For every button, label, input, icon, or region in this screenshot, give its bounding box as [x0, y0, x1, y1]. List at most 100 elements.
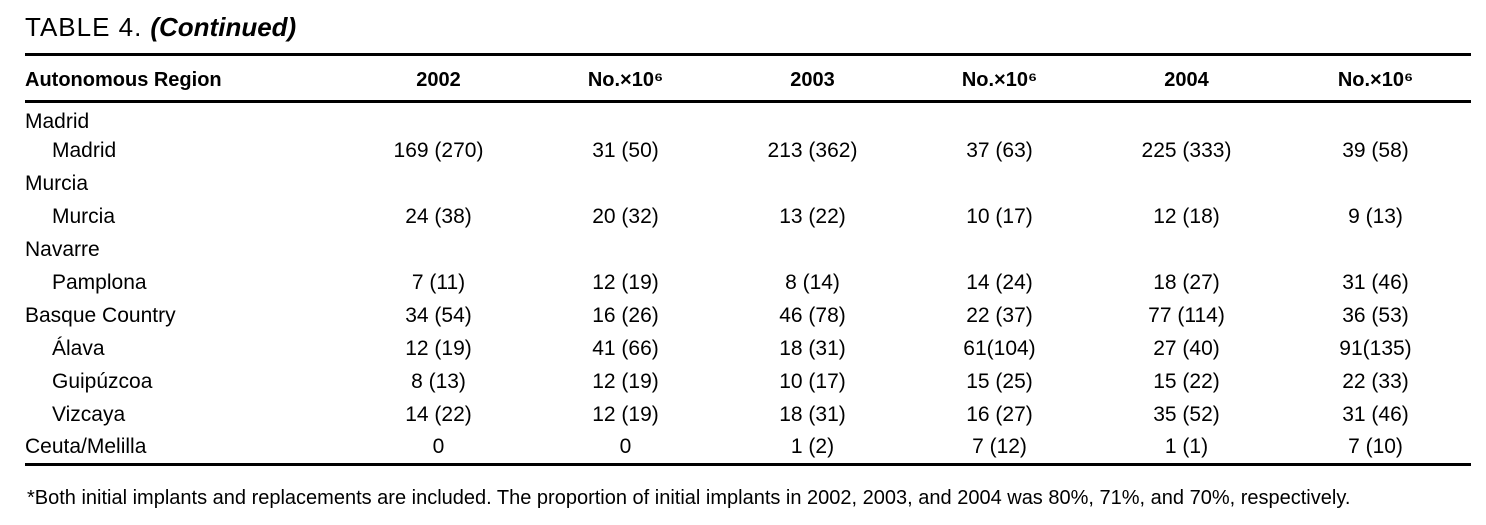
table-footnote: *Both initial implants and replacements … — [27, 487, 1351, 509]
value-cell — [345, 168, 532, 201]
value-cell: 77 (114) — [1148, 304, 1225, 327]
value-cell: 13 (22) — [779, 205, 846, 228]
region-label: Murcia — [52, 205, 116, 228]
value-cell: 1 (1) — [1164, 435, 1209, 459]
value-cell — [1093, 168, 1280, 201]
table-title-continued: (Continued) — [150, 12, 297, 42]
header-col-4: No.×10⁶ — [961, 68, 1038, 91]
header-col-6: No.×10⁶ — [1337, 68, 1414, 91]
value-cell: 20 (32) — [592, 205, 659, 228]
value-cell: 7 (11) — [411, 271, 466, 294]
value-cell — [532, 168, 719, 201]
value-cell: 0 — [432, 435, 445, 459]
value-cell: 16 (26) — [592, 304, 659, 327]
value-cell: 7 (12) — [972, 435, 1027, 459]
table-row: Álava 12 (19) 41 (66) 18 (31) 61(104) 27 (40)… — [25, 333, 1471, 366]
table-row: Vizcaya 14 (22) 12 (19) 18 (31) 16 (27) 35 (5… — [25, 399, 1471, 432]
region-label: Guipúzcoa — [52, 370, 153, 393]
value-cell: 10 (17) — [779, 370, 846, 393]
value-cell: 39 (58) — [1342, 139, 1409, 162]
value-cell: 22 (37) — [966, 304, 1033, 327]
value-cell: 61(104) — [963, 337, 1036, 360]
value-cell: 8 (14) — [785, 271, 840, 294]
table-row: Navarre — [25, 234, 1471, 267]
table-title: TABLE 4. (Continued) — [25, 12, 296, 43]
header-row: Autonomous Region 2002 No.×10⁶ 2003 No.×10⁶ 2… — [25, 55, 1471, 102]
value-cell: 10 (17) — [966, 205, 1033, 228]
value-cell: 1 (2) — [790, 435, 835, 459]
value-cell — [345, 234, 532, 267]
table-row: Murcia 24 (38) 20 (32) 13 (22) 10 (17) 12 (18… — [25, 201, 1471, 234]
table-row: Madrid — [25, 102, 1471, 135]
table-row: Ceuta/Melilla 0 0 1 (2) 7 (12) 1 (1) 7 (10) — [25, 432, 1471, 465]
region-label: Pamplona — [52, 271, 147, 294]
value-cell: 31 (46) — [1342, 403, 1409, 426]
value-cell — [719, 102, 906, 135]
value-cell: 15 (25) — [966, 370, 1033, 393]
value-cell: 12 (19) — [592, 271, 659, 294]
value-cell — [719, 234, 906, 267]
region-label: Basque Country — [25, 304, 176, 327]
value-cell: 36 (53) — [1342, 304, 1409, 327]
value-cell: 8 (13) — [411, 370, 466, 393]
value-cell — [906, 168, 1093, 201]
value-cell: 12 (19) — [592, 370, 659, 393]
value-cell: 35 (52) — [1153, 403, 1220, 426]
value-cell: 15 (22) — [1153, 370, 1220, 393]
header-col-1: 2002 — [416, 68, 461, 91]
value-cell: 37 (63) — [966, 139, 1033, 162]
region-label: Vizcaya — [52, 403, 126, 426]
region-label: Madrid — [25, 110, 90, 134]
value-cell — [906, 234, 1093, 267]
table-row: Guipúzcoa 8 (13) 12 (19) 10 (17) 15 (25) 15 (… — [25, 366, 1471, 399]
value-cell: 46 (78) — [779, 304, 846, 327]
value-cell: 18 (27) — [1153, 271, 1220, 294]
value-cell: 18 (31) — [779, 403, 846, 426]
value-cell — [532, 234, 719, 267]
table-title-prefix: TABLE 4. — [25, 12, 143, 42]
header-autonomous-region: Autonomous Region — [25, 68, 222, 91]
value-cell: 12 (19) — [405, 337, 472, 360]
value-cell: 7 (10) — [1348, 435, 1403, 459]
table-row: Basque Country 34 (54) 16 (26) 46 (78) 22 (3… — [25, 300, 1471, 333]
value-cell: 18 (31) — [779, 337, 846, 360]
value-cell: 14 (24) — [966, 271, 1033, 294]
value-cell — [1093, 102, 1280, 135]
header-col-5: 2004 — [1164, 68, 1209, 91]
value-cell: 225 (333) — [1141, 139, 1232, 162]
value-cell: 91(135) — [1339, 337, 1412, 360]
region-label: Madrid — [52, 139, 117, 162]
table-row: Pamplona 7 (11) 12 (19) 8 (14) 14 (24) 18 (27… — [25, 267, 1471, 300]
region-label: Murcia — [25, 172, 89, 195]
region-label: Álava — [52, 337, 105, 360]
value-cell: 9 (13) — [1348, 205, 1403, 228]
data-table: Autonomous Region 2002 No.×10⁶ 2003 No.×10⁶ 2… — [25, 53, 1471, 466]
value-cell: 31 (46) — [1342, 271, 1409, 294]
value-cell: 12 (18) — [1153, 205, 1220, 228]
value-cell: 14 (22) — [405, 403, 472, 426]
value-cell: 0 — [619, 435, 632, 459]
value-cell — [906, 102, 1093, 135]
value-cell: 16 (27) — [966, 403, 1033, 426]
value-cell: 24 (38) — [405, 205, 472, 228]
value-cell — [532, 102, 719, 135]
value-cell — [1280, 168, 1471, 201]
table-row: Madrid 169 (270) 31 (50) 213 (362) 37 (63) 22… — [25, 135, 1471, 168]
value-cell: 31 (50) — [592, 139, 659, 162]
region-label: Navarre — [25, 238, 100, 261]
value-cell: 169 (270) — [393, 139, 484, 162]
value-cell: 213 (362) — [767, 139, 858, 162]
value-cell: 41 (66) — [592, 337, 659, 360]
value-cell — [1280, 234, 1471, 267]
value-cell: 22 (33) — [1342, 370, 1409, 393]
value-cell — [1093, 234, 1280, 267]
header-col-2: No.×10⁶ — [587, 68, 664, 91]
table-row: Murcia — [25, 168, 1471, 201]
value-cell: 27 (40) — [1153, 337, 1220, 360]
value-cell: 12 (19) — [592, 403, 659, 426]
value-cell — [719, 168, 906, 201]
value-cell — [1280, 102, 1471, 135]
value-cell — [345, 102, 532, 135]
value-cell: 34 (54) — [405, 304, 472, 327]
